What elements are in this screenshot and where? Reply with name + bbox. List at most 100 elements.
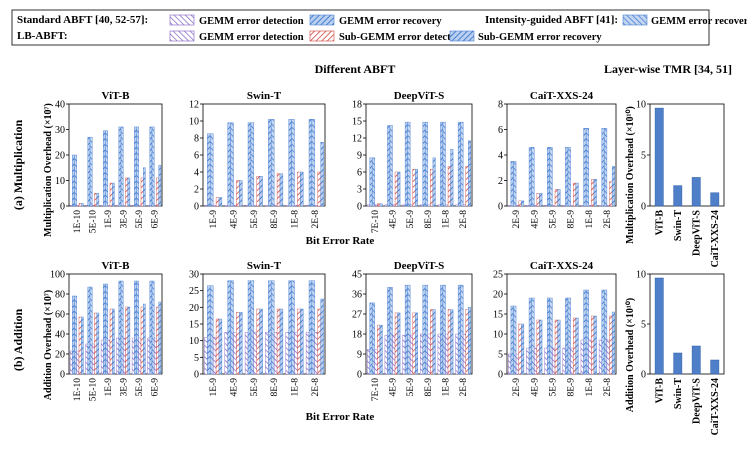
x-tick-label: 2E-8 xyxy=(311,210,321,229)
bar-series-1 xyxy=(118,280,122,375)
bar-series-0 xyxy=(580,339,584,375)
bar-series-2 xyxy=(74,154,77,207)
bar-series-1 xyxy=(134,126,137,207)
bar-series-2 xyxy=(105,283,108,375)
x-tick-label: ViT-B xyxy=(654,210,665,236)
x-tick-label: 1E-8 xyxy=(585,378,595,397)
bar-series-0 xyxy=(544,347,548,375)
y-tick-label: 18 xyxy=(352,330,362,341)
bar-series-5 xyxy=(80,203,84,207)
bar-series-3 xyxy=(534,205,538,207)
panel-mult-swint: Swin-T 0 2 4 6 8 10 12 1E-9 4E-9 5E-9 8E-9 1E-8 2E-8 xyxy=(189,90,326,229)
bar-series-4 xyxy=(465,166,469,207)
bar-series-4 xyxy=(430,168,434,207)
bar-series-5 xyxy=(96,312,100,375)
bar-series-1 xyxy=(457,121,461,207)
bar-series-0 xyxy=(562,347,566,375)
bar-series-0 xyxy=(455,333,459,375)
bar-series-3 xyxy=(154,205,157,207)
y-tick-label: 10 xyxy=(636,270,646,281)
bar-series-5 xyxy=(259,176,263,207)
x-tick-label: 2E-8 xyxy=(311,378,321,397)
y-tick-label: 0 xyxy=(194,202,199,213)
legend-lb-gemm-detection: GEMM error detection xyxy=(199,32,304,43)
bar-series-1 xyxy=(149,126,153,207)
bar-series-3 xyxy=(314,204,318,207)
bar-series-0 xyxy=(305,204,310,207)
bar-series-5 xyxy=(415,312,418,375)
bar-series-0 xyxy=(69,205,73,207)
bar-series-2 xyxy=(105,130,108,207)
bar-series-1 xyxy=(547,297,551,375)
y-tick-label: 20 xyxy=(55,151,65,162)
xlabel-addition: Bit Error Rate xyxy=(306,411,375,423)
bar-series-2 xyxy=(604,289,608,375)
bar-series-5 xyxy=(279,173,284,207)
bar-series-5 xyxy=(415,168,418,207)
x-tick-label: 4E-9 xyxy=(230,210,240,229)
legend-gemm-recovery: GEMM error recovery xyxy=(339,16,442,27)
bar-series-3 xyxy=(107,205,111,207)
bar-series-1 xyxy=(547,147,551,207)
bar-series-2 xyxy=(407,121,411,207)
bar-series-5 xyxy=(218,197,223,207)
bar-series-0 xyxy=(437,204,441,207)
bar-series-4 xyxy=(536,319,540,375)
bar-series-3 xyxy=(273,332,278,375)
bar-series-5 xyxy=(468,307,471,375)
bar-series-0 xyxy=(305,332,310,375)
y-tick-label: 2 xyxy=(498,176,503,187)
bar-series-3 xyxy=(253,204,257,207)
y-tick-label: 30 xyxy=(189,270,199,281)
bar-series-3 xyxy=(534,347,538,375)
y-tick-label: 3 xyxy=(357,185,362,196)
bar-series-1 xyxy=(227,122,231,207)
bar-series-2 xyxy=(271,280,275,375)
panel-add-vitb: ViT-B 0 20 40 60 80 100 1E-10 5E-10 1E-9 3E-9 5E-9 6… xyxy=(50,260,163,401)
bar-series-5 xyxy=(320,142,324,207)
bar-series-3 xyxy=(462,204,466,207)
bar-series-0 xyxy=(85,205,89,207)
row-label-multiplication: (a) Multiplication xyxy=(11,120,25,211)
x-tick-label: 8E-9 xyxy=(567,378,577,397)
bar-series-2 xyxy=(585,289,589,375)
bar-series-1 xyxy=(227,280,231,375)
xlabel-multiplication: Bit Error Rate xyxy=(306,235,375,247)
bar-series-2 xyxy=(89,136,93,207)
bar-series-0 xyxy=(100,339,104,375)
bar-series-0 xyxy=(100,205,104,207)
bar-series-0 xyxy=(85,343,89,375)
x-tick-label: 8E-9 xyxy=(270,210,280,229)
bar-series-3 xyxy=(273,204,278,207)
bar-series-2 xyxy=(549,147,553,207)
bar-series-5 xyxy=(557,319,561,375)
bar-series-4 xyxy=(215,318,220,375)
bar-series-1 xyxy=(72,154,75,207)
bar-series-3 xyxy=(154,337,157,375)
bar-series-0 xyxy=(384,204,388,207)
x-tick-label: Swin-T xyxy=(673,378,684,409)
x-tick-label: 1E-8 xyxy=(442,210,452,229)
bar-series-1 xyxy=(247,122,252,207)
bar-series-2 xyxy=(549,297,553,375)
bar-series-3 xyxy=(588,339,592,375)
bar-series-1 xyxy=(387,287,391,375)
panel-mult-deepvits: DeepViT-S 0 3 6 9 12 15 18 7E-10 4E-9 5E-9 8E-9 1E-8… xyxy=(352,90,473,233)
x-tick-label: 5E-9 xyxy=(135,210,145,229)
x-tick-label: 1E-8 xyxy=(291,210,301,229)
bar-series-4 xyxy=(609,181,613,207)
bar-series-0 xyxy=(420,204,423,207)
bar-series-2 xyxy=(567,297,571,375)
bar-series-3 xyxy=(515,205,519,207)
bar-series-2 xyxy=(567,147,571,207)
y-tick-label: 2 xyxy=(194,185,199,196)
y-tick-label: 27 xyxy=(352,310,362,321)
bar-series-5 xyxy=(142,167,146,207)
bar-series-3 xyxy=(123,337,126,375)
bar-series-4 xyxy=(215,197,220,207)
bar-series-5 xyxy=(158,301,162,375)
x-tick-label: 1E-8 xyxy=(442,378,452,397)
y-tick-label: 15 xyxy=(189,320,199,331)
tmr-bar xyxy=(673,185,683,207)
bar-series-5 xyxy=(142,303,146,375)
